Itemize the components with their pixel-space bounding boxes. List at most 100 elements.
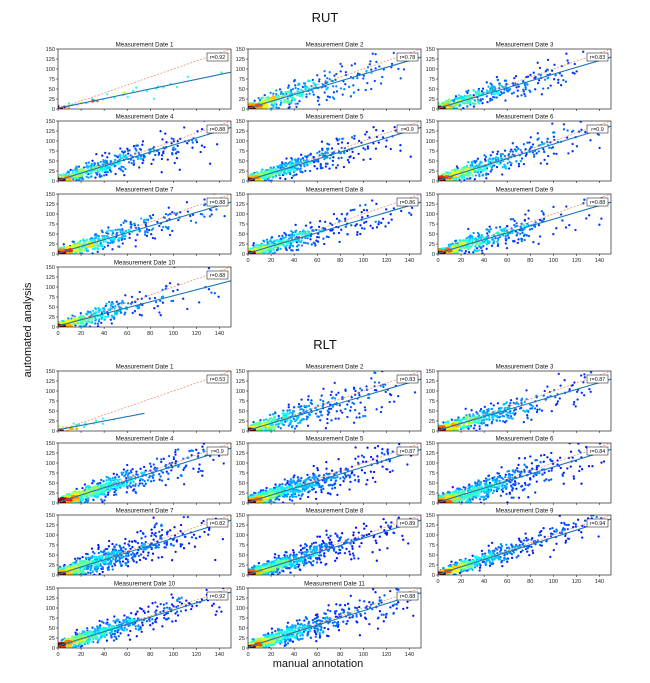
data-point bbox=[363, 406, 367, 409]
data-point bbox=[339, 409, 342, 412]
data-point bbox=[314, 83, 318, 86]
data-point bbox=[553, 63, 556, 66]
x-tick-label: 100 bbox=[549, 258, 558, 264]
data-point bbox=[129, 221, 132, 224]
data-point bbox=[446, 179, 449, 181]
data-point bbox=[495, 96, 498, 99]
data-point bbox=[410, 213, 413, 216]
data-point bbox=[316, 151, 319, 155]
data-point bbox=[532, 240, 535, 244]
data-point bbox=[170, 151, 174, 155]
data-point bbox=[557, 78, 560, 81]
data-point bbox=[347, 161, 351, 164]
data-point bbox=[91, 238, 94, 242]
data-point bbox=[531, 143, 535, 146]
data-point bbox=[287, 403, 290, 406]
data-point bbox=[455, 249, 458, 252]
data-point bbox=[129, 154, 132, 157]
data-point bbox=[201, 213, 204, 216]
data-point bbox=[496, 91, 500, 94]
data-point bbox=[335, 90, 339, 93]
y-tick-label: 0 bbox=[242, 252, 245, 258]
data-point bbox=[288, 237, 291, 240]
data-point bbox=[170, 299, 173, 303]
data-point bbox=[333, 381, 336, 385]
data-point bbox=[495, 226, 498, 229]
y-tick-label: 100 bbox=[46, 212, 55, 218]
y-tick-label: 0 bbox=[432, 252, 435, 258]
data-point bbox=[322, 387, 325, 390]
data-point bbox=[107, 226, 110, 229]
data-point bbox=[112, 317, 116, 320]
data-point bbox=[546, 154, 550, 158]
y-tick-label: 25 bbox=[429, 97, 435, 103]
data-point bbox=[475, 247, 479, 250]
data-point bbox=[515, 150, 518, 153]
data-point bbox=[467, 247, 470, 251]
data-point bbox=[279, 427, 282, 430]
data-point bbox=[517, 238, 520, 241]
data-point bbox=[480, 235, 484, 238]
data-point bbox=[370, 87, 373, 91]
data-point bbox=[344, 217, 347, 220]
y-tick-label: 100 bbox=[236, 139, 245, 145]
data-point bbox=[399, 77, 402, 80]
data-point bbox=[159, 130, 162, 133]
data-point bbox=[289, 160, 292, 163]
x-tick-label: 100 bbox=[169, 331, 178, 337]
data-point bbox=[76, 177, 79, 180]
plot-area bbox=[58, 371, 231, 431]
data-point bbox=[372, 142, 375, 145]
data-point bbox=[213, 194, 216, 195]
data-point bbox=[114, 158, 117, 162]
data-point bbox=[380, 406, 383, 409]
data-point bbox=[207, 288, 211, 291]
data-point bbox=[374, 147, 378, 150]
data-point bbox=[346, 415, 349, 419]
data-point bbox=[361, 216, 364, 219]
data-point bbox=[384, 225, 387, 228]
data-point bbox=[278, 88, 282, 91]
data-point bbox=[392, 207, 396, 210]
data-point bbox=[344, 407, 347, 411]
data-point bbox=[465, 90, 468, 93]
y-tick-label: 75 bbox=[239, 222, 245, 228]
data-point bbox=[274, 239, 278, 242]
data-point bbox=[360, 210, 363, 214]
data-point bbox=[101, 307, 104, 310]
data-point bbox=[105, 173, 108, 176]
data-point bbox=[385, 208, 388, 211]
data-point bbox=[123, 91, 127, 94]
data-point bbox=[516, 95, 519, 98]
data-point bbox=[94, 311, 98, 314]
data-point bbox=[521, 231, 524, 235]
data-point bbox=[121, 170, 125, 173]
data-point bbox=[101, 170, 104, 173]
data-point bbox=[313, 242, 317, 245]
panel-title: Measurement Date 10 bbox=[114, 260, 176, 267]
data-point bbox=[119, 147, 122, 150]
data-point bbox=[96, 322, 99, 325]
data-point bbox=[97, 320, 101, 323]
data-point bbox=[522, 88, 525, 91]
data-point bbox=[283, 231, 286, 235]
data-point bbox=[539, 73, 543, 77]
data-point bbox=[154, 300, 158, 304]
data-point bbox=[337, 142, 340, 146]
data-point bbox=[113, 154, 117, 157]
data-point bbox=[295, 245, 299, 248]
data-point bbox=[283, 101, 286, 104]
data-point bbox=[309, 401, 312, 405]
y-tick-label: 0 bbox=[52, 107, 55, 113]
data-point bbox=[494, 237, 497, 240]
r-value-label: r=0.86 bbox=[400, 200, 415, 206]
data-point bbox=[505, 225, 509, 228]
plot-area bbox=[248, 49, 421, 109]
data-point bbox=[489, 82, 492, 85]
data-point bbox=[355, 416, 358, 419]
x-tick-label: 20 bbox=[458, 258, 464, 264]
y-tick-label: 75 bbox=[49, 149, 55, 155]
data-point bbox=[324, 151, 327, 154]
data-point bbox=[367, 396, 371, 400]
